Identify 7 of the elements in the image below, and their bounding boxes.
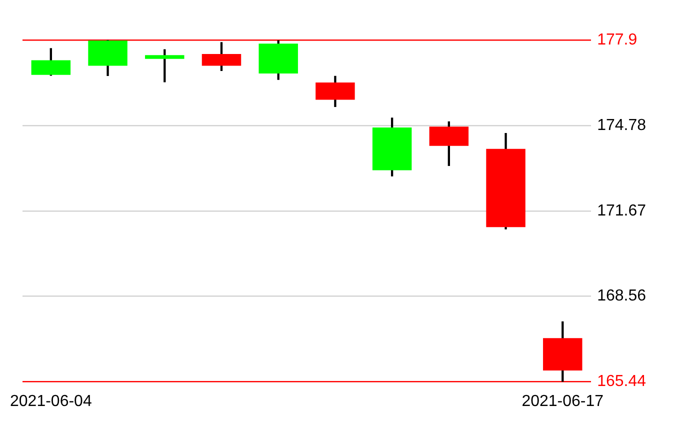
x-tick-label: 2021-06-04 — [10, 392, 92, 410]
y-tick-label: 177.9 — [597, 31, 638, 48]
y-tick-label: 171.67 — [597, 202, 646, 220]
x-tick-label: 2021-06-17 — [522, 392, 604, 410]
y-tick-label: 174.78 — [597, 116, 646, 134]
y-tick-label: 168.56 — [597, 288, 646, 305]
y-tick-label: 165.44 — [597, 373, 646, 390]
